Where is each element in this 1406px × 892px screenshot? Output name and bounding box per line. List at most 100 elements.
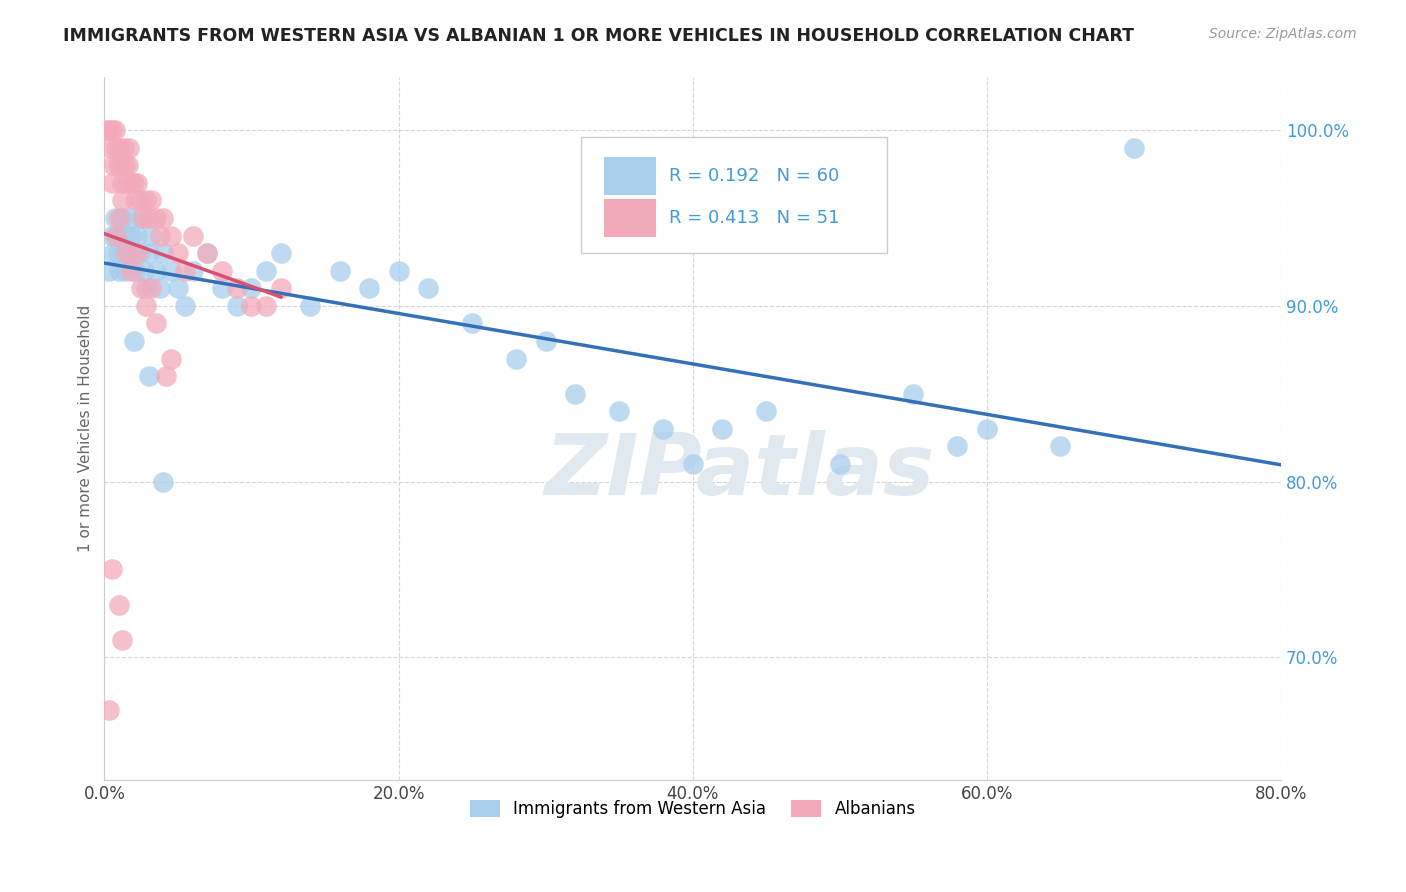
Legend: Immigrants from Western Asia, Albanians: Immigrants from Western Asia, Albanians bbox=[463, 793, 922, 825]
Point bbox=[128, 194, 150, 208]
Point bbox=[124, 194, 146, 208]
Point bbox=[946, 439, 969, 453]
Point bbox=[128, 246, 150, 260]
Point bbox=[132, 264, 155, 278]
Point bbox=[112, 141, 135, 155]
Point bbox=[105, 228, 128, 243]
Point bbox=[105, 228, 128, 243]
Point bbox=[145, 211, 167, 225]
Point bbox=[108, 211, 131, 225]
Point bbox=[108, 141, 131, 155]
Point bbox=[129, 281, 152, 295]
Point bbox=[225, 281, 247, 295]
Point bbox=[270, 246, 292, 260]
Text: IMMIGRANTS FROM WESTERN ASIA VS ALBANIAN 1 OR MORE VEHICLES IN HOUSEHOLD CORRELA: IMMIGRANTS FROM WESTERN ASIA VS ALBANIAN… bbox=[63, 27, 1135, 45]
Point bbox=[124, 264, 146, 278]
Point bbox=[299, 299, 322, 313]
Point bbox=[100, 176, 122, 190]
Point bbox=[107, 246, 129, 260]
Point bbox=[110, 228, 132, 243]
Point bbox=[104, 123, 127, 137]
Point bbox=[112, 246, 135, 260]
Point bbox=[152, 475, 174, 489]
Point bbox=[110, 158, 132, 172]
Point bbox=[138, 246, 160, 260]
Point bbox=[135, 281, 157, 295]
Point bbox=[195, 246, 218, 260]
Point bbox=[174, 264, 197, 278]
Point bbox=[755, 404, 778, 418]
Point bbox=[155, 369, 177, 384]
Point bbox=[682, 457, 704, 471]
Point bbox=[117, 158, 139, 172]
Point bbox=[115, 246, 138, 260]
Point bbox=[138, 211, 160, 225]
Point bbox=[152, 211, 174, 225]
Point bbox=[254, 264, 277, 278]
Point bbox=[225, 299, 247, 313]
Point bbox=[120, 228, 142, 243]
Point bbox=[1049, 439, 1071, 453]
Point bbox=[181, 264, 204, 278]
Text: R = 0.192   N = 60: R = 0.192 N = 60 bbox=[669, 167, 839, 185]
Point bbox=[416, 281, 439, 295]
Point bbox=[211, 264, 233, 278]
FancyBboxPatch shape bbox=[581, 137, 887, 253]
Point bbox=[108, 264, 131, 278]
Point bbox=[105, 141, 128, 155]
Point bbox=[97, 264, 120, 278]
Point bbox=[174, 299, 197, 313]
Text: Source: ZipAtlas.com: Source: ZipAtlas.com bbox=[1209, 27, 1357, 41]
Point bbox=[125, 176, 148, 190]
Point bbox=[107, 158, 129, 172]
Point bbox=[505, 351, 527, 366]
Point bbox=[129, 211, 152, 225]
Point bbox=[122, 334, 145, 348]
Point bbox=[103, 246, 125, 260]
Point bbox=[111, 194, 134, 208]
FancyBboxPatch shape bbox=[605, 199, 657, 237]
Point bbox=[120, 264, 142, 278]
Point bbox=[115, 176, 138, 190]
Point bbox=[534, 334, 557, 348]
Point bbox=[159, 264, 181, 278]
Point bbox=[104, 211, 127, 225]
Point bbox=[145, 264, 167, 278]
Point bbox=[111, 211, 134, 225]
Point bbox=[564, 386, 586, 401]
Text: ZIPatlas: ZIPatlas bbox=[544, 430, 935, 513]
Point bbox=[115, 228, 138, 243]
Text: R = 0.413   N = 51: R = 0.413 N = 51 bbox=[669, 209, 839, 227]
Point bbox=[181, 228, 204, 243]
Point bbox=[167, 246, 190, 260]
Point bbox=[240, 299, 263, 313]
Point bbox=[111, 176, 134, 190]
Point bbox=[120, 176, 142, 190]
Point bbox=[607, 404, 630, 418]
Point bbox=[976, 422, 998, 436]
Point bbox=[135, 194, 157, 208]
Point bbox=[135, 299, 157, 313]
FancyBboxPatch shape bbox=[605, 157, 657, 194]
Point bbox=[149, 228, 172, 243]
Point bbox=[195, 246, 218, 260]
Point bbox=[159, 351, 181, 366]
Point bbox=[711, 422, 734, 436]
Point bbox=[240, 281, 263, 295]
Point bbox=[149, 281, 172, 295]
Point bbox=[122, 176, 145, 190]
Point bbox=[329, 264, 352, 278]
Point bbox=[903, 386, 925, 401]
Point bbox=[125, 246, 148, 260]
Point bbox=[103, 158, 125, 172]
Point bbox=[141, 228, 163, 243]
Point bbox=[254, 299, 277, 313]
Point bbox=[100, 228, 122, 243]
Point bbox=[141, 194, 163, 208]
Point bbox=[270, 281, 292, 295]
Point bbox=[461, 317, 484, 331]
Point bbox=[111, 632, 134, 647]
Point bbox=[97, 703, 120, 717]
Point bbox=[211, 281, 233, 295]
Point bbox=[828, 457, 851, 471]
